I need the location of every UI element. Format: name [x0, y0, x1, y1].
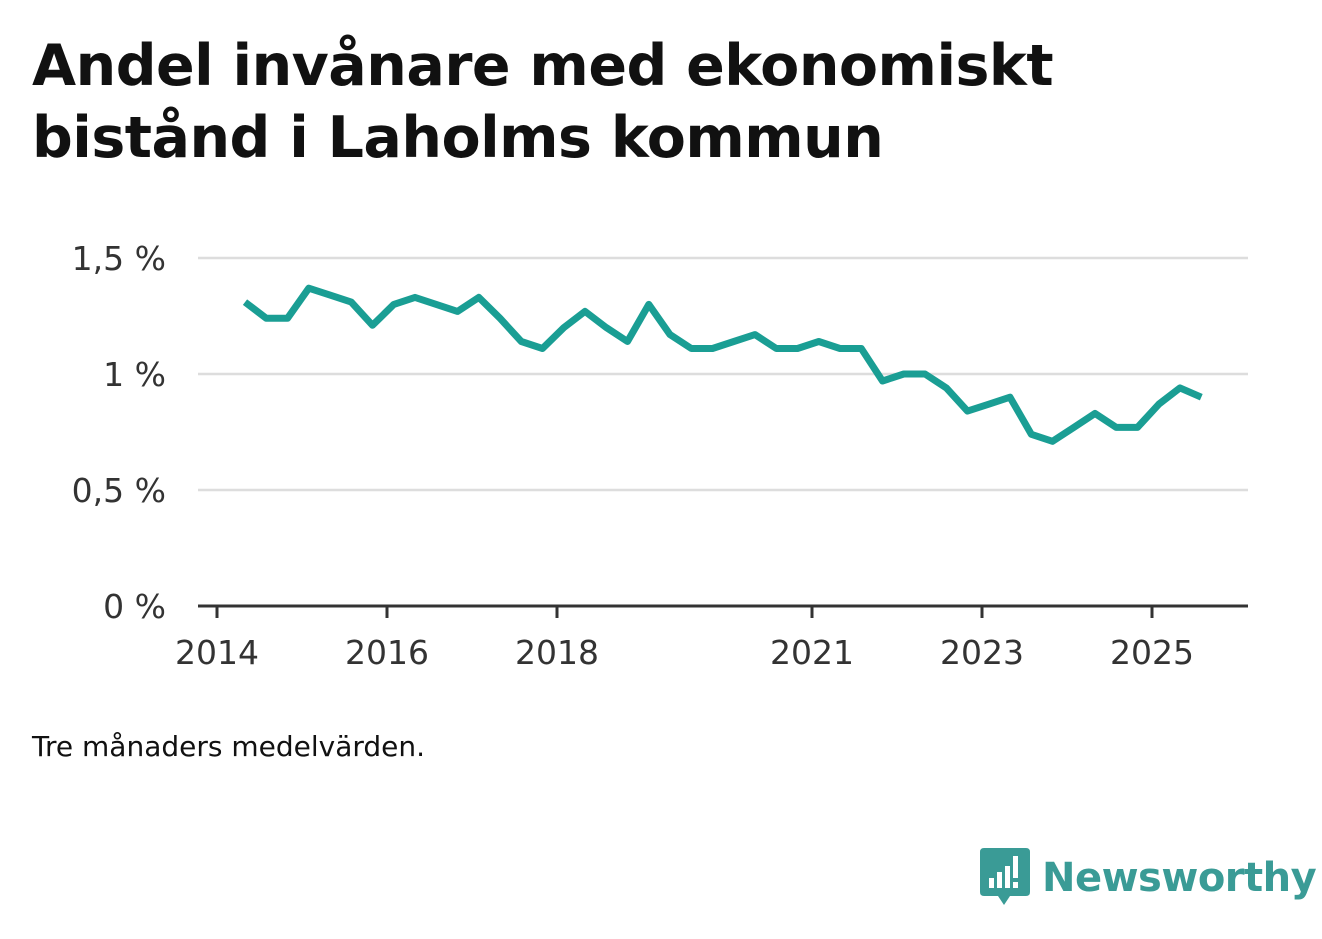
- data-point[interactable]: [304, 283, 314, 293]
- data-point[interactable]: [644, 299, 654, 309]
- chart-note: Tre månaders medelvärden.: [32, 730, 426, 763]
- data-point[interactable]: [1069, 422, 1079, 432]
- y-tick-label: 1 %: [103, 355, 166, 394]
- data-point[interactable]: [283, 313, 293, 323]
- x-tick-label: 2016: [345, 633, 429, 672]
- data-point[interactable]: [793, 343, 803, 353]
- data-point[interactable]: [580, 306, 590, 316]
- data-point[interactable]: [750, 330, 760, 340]
- data-point[interactable]: [1005, 392, 1015, 402]
- data-point[interactable]: [474, 292, 484, 302]
- data-point[interactable]: [431, 299, 441, 309]
- data-point[interactable]: [1111, 422, 1121, 432]
- data-point[interactable]: [1048, 436, 1058, 446]
- data-point[interactable]: [963, 406, 973, 416]
- chart-title: Andel invånare med ekonomiskt bistånd i …: [32, 30, 1282, 174]
- data-point[interactable]: [1026, 429, 1036, 439]
- data-point[interactable]: [899, 369, 909, 379]
- data-point[interactable]: [1090, 408, 1100, 418]
- data-point[interactable]: [538, 343, 548, 353]
- data-point[interactable]: [856, 343, 866, 353]
- data-point[interactable]: [601, 323, 611, 333]
- series-group: [240, 283, 1206, 446]
- data-point[interactable]: [495, 313, 505, 323]
- data-point[interactable]: [368, 320, 378, 330]
- y-tick-label: 1,5 %: [72, 239, 166, 278]
- data-point[interactable]: [729, 337, 739, 347]
- data-point[interactable]: [261, 313, 271, 323]
- data-point[interactable]: [240, 297, 250, 307]
- data-point[interactable]: [623, 337, 633, 347]
- data-point[interactable]: [559, 323, 569, 333]
- data-point[interactable]: [771, 343, 781, 353]
- data-point[interactable]: [389, 299, 399, 309]
- brand-name: Newsworthy: [1042, 855, 1317, 901]
- newsworthy-logo-icon: [980, 848, 1030, 905]
- x-axis: 2014 2016 2018 2021 2023 2025: [175, 604, 1248, 672]
- data-point[interactable]: [686, 343, 696, 353]
- brand-logo[interactable]: Newsworthy: [980, 848, 1317, 908]
- x-tick-label: 2025: [1110, 633, 1194, 672]
- chart-title-line-1: Andel invånare med ekonomiskt: [32, 33, 1054, 99]
- x-tick-label: 2021: [770, 633, 854, 672]
- chart-title-line-2: bistånd i Laholms kommun: [32, 105, 884, 171]
- data-point[interactable]: [1133, 422, 1143, 432]
- data-point[interactable]: [1196, 392, 1206, 402]
- y-tick-label: 0,5 %: [72, 471, 166, 510]
- data-point[interactable]: [325, 290, 335, 300]
- data-point[interactable]: [1154, 399, 1164, 409]
- data-point[interactable]: [708, 343, 718, 353]
- data-point[interactable]: [941, 383, 951, 393]
- series-line: [242, 284, 1203, 445]
- y-axis-labels: 0 % 0,5 % 1 % 1,5 %: [72, 239, 166, 626]
- y-tick-label: 0 %: [103, 587, 166, 626]
- x-tick-label: 2014: [175, 633, 259, 672]
- data-point[interactable]: [516, 337, 526, 347]
- gridlines: [198, 256, 1248, 492]
- data-point[interactable]: [665, 330, 675, 340]
- data-point[interactable]: [410, 292, 420, 302]
- data-point[interactable]: [814, 337, 824, 347]
- x-tick-label: 2018: [515, 633, 599, 672]
- data-point[interactable]: [453, 306, 463, 316]
- data-point[interactable]: [835, 343, 845, 353]
- x-tick-label: 2023: [940, 633, 1024, 672]
- data-point[interactable]: [1175, 383, 1185, 393]
- data-point[interactable]: [984, 399, 994, 409]
- data-point[interactable]: [920, 369, 930, 379]
- data-point[interactable]: [878, 376, 888, 386]
- data-point[interactable]: [346, 297, 356, 307]
